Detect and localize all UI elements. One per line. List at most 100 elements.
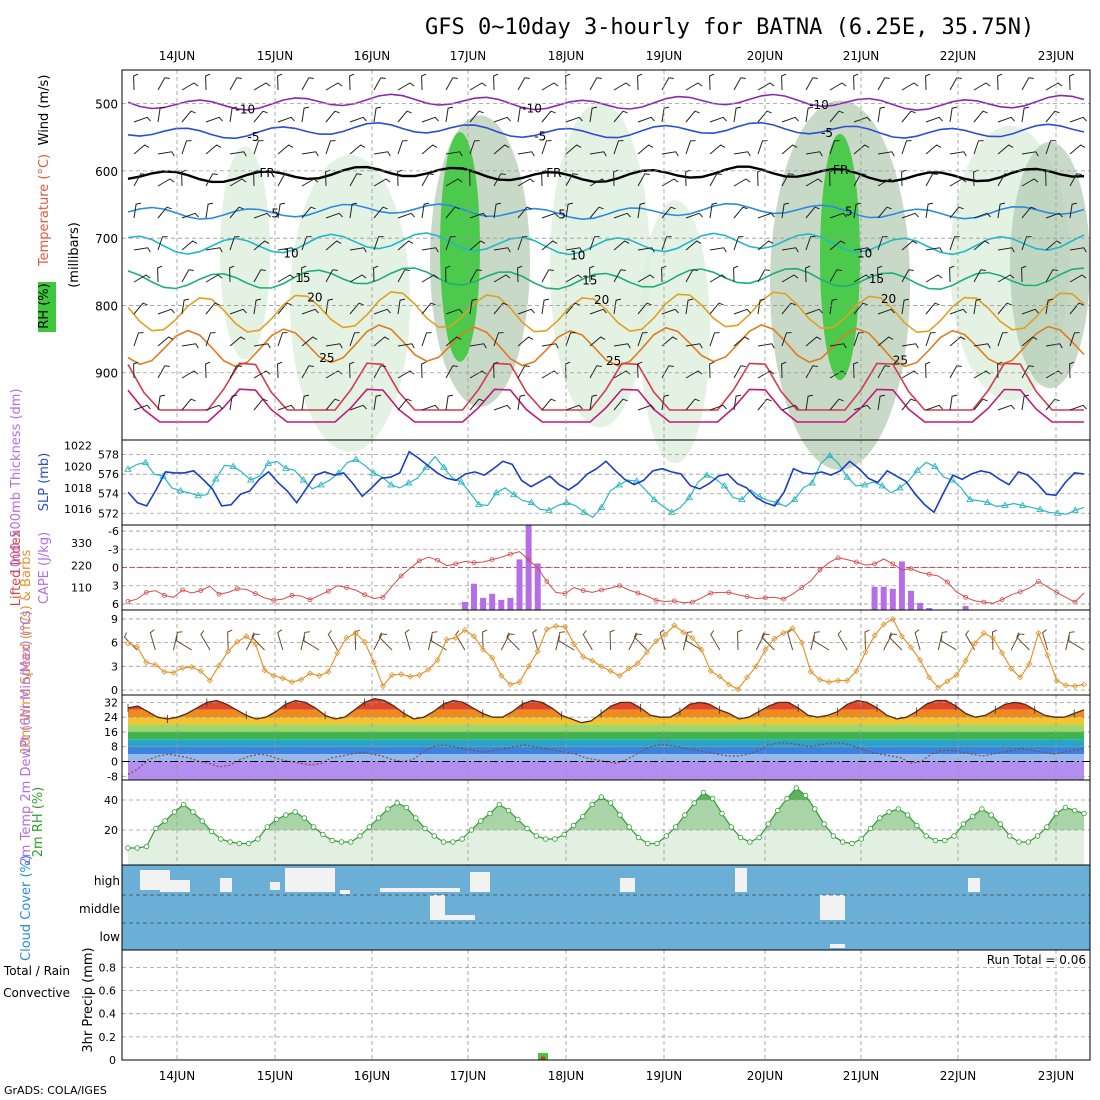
upper-wind-barb-10-5 — [253, 398, 268, 411]
rh2m-point-68 — [756, 834, 762, 841]
upper-wind-barb-2-36 — [997, 144, 1014, 155]
rh2m-point-26 — [366, 824, 373, 830]
wind10-barb-81 — [864, 629, 870, 651]
wind10-barb-23 — [327, 630, 338, 651]
rh2m-point-15 — [264, 824, 270, 830]
upper-wind-barb-9-15 — [493, 361, 499, 379]
wind10-point-80 — [853, 667, 860, 675]
rh2m-point-19 — [301, 815, 308, 821]
lifted-index-point-104 — [1072, 599, 1078, 605]
upper-wind-barb-2-8 — [325, 140, 336, 155]
lifted-index-point-14 — [253, 591, 258, 597]
upper-wind-barb-7-15 — [493, 302, 508, 315]
temp-ytick-1: 0 — [111, 756, 118, 769]
wind10-point-72 — [780, 630, 787, 637]
wind10-barb-93 — [965, 630, 976, 651]
bottom-day-label-0: 14JUN — [159, 1069, 196, 1083]
upper-wind-barb-4-17 — [541, 212, 559, 219]
upper-wind-barb-0-5 — [253, 82, 271, 91]
thick-label-left: 1000-500mb Thickness (dm) — [9, 388, 24, 575]
upper-wind-barb-7-27 — [781, 302, 796, 315]
rh2m-point-99 — [1044, 824, 1050, 830]
upper-wind-barb-7-12 — [421, 302, 436, 315]
upper-wind-barb-6-33 — [925, 274, 943, 283]
upper-wind-barb-1-33 — [925, 116, 943, 123]
rh2m-point-23 — [338, 839, 345, 845]
upper-wind-barb-9-10 — [373, 365, 386, 379]
cloud-label: Cloud Cover (%) — [19, 855, 34, 961]
upper-wind-barb-9-23 — [685, 370, 703, 379]
upper-wind-barb-1-17 — [541, 110, 556, 123]
wind10-point-95 — [989, 634, 997, 641]
upper-wind-barb-10-9 — [349, 404, 367, 411]
upper-wind-barb-9-7 — [301, 365, 314, 379]
wind10-point-37 — [461, 626, 468, 634]
upper-wind-barb-10-16 — [517, 394, 526, 411]
lifted-index-point-94 — [981, 599, 987, 605]
cloud-bg — [122, 865, 1090, 950]
wind10-barb-65 — [710, 630, 721, 651]
li-label-left: Lifted Index — [9, 529, 24, 606]
upper-wind-barb-10-3 — [205, 404, 223, 411]
wind10-point-18 — [288, 679, 295, 686]
upper-wind-barb-6-0 — [133, 274, 151, 283]
rh2m-point-80 — [867, 825, 874, 832]
upper-wind-barb-4-21 — [637, 202, 646, 219]
rh2m-point-51 — [598, 794, 605, 800]
top-day-label-1: 15JUN — [257, 49, 294, 63]
upper-wind-barb-4-9 — [349, 202, 358, 219]
rh2m-point-58 — [663, 833, 670, 839]
upper-wind-barb-9-14 — [469, 370, 487, 379]
rh2m-point-75 — [821, 821, 827, 827]
wind10-point-46 — [543, 626, 550, 633]
lifted-index-point-46 — [544, 579, 550, 584]
upper-wind-barb-5-29 — [829, 240, 846, 251]
upper-wind-barb-9-19 — [589, 365, 602, 379]
thickness-point-84 — [860, 481, 869, 488]
upper-wind-barb-0-35 — [973, 82, 991, 91]
upper-ytick-4: 900 — [95, 367, 118, 381]
wind10-point-66 — [725, 681, 732, 688]
upper-wind-barb-8-36 — [997, 332, 1008, 347]
wind10-point-82 — [871, 632, 878, 639]
thickness-point-100 — [1001, 501, 1009, 508]
wind10-point-103 — [1062, 682, 1069, 689]
wind10-point-57 — [643, 649, 651, 656]
upper-wind-barb-10-25 — [733, 394, 742, 411]
upper-wind-barb-7-33 — [925, 302, 940, 315]
lifted-index-point-62 — [690, 599, 695, 605]
upper-wind-barb-0-9 — [349, 73, 355, 91]
cape-bar-87 — [917, 602, 924, 610]
cloud-level-middle: middle — [79, 902, 120, 916]
wind10-point-11 — [225, 648, 232, 655]
upper-wind-barb-6-22 — [661, 265, 667, 283]
upper-wind-barb-1-13 — [445, 106, 454, 123]
upper-wind-barb-0-39 — [1069, 73, 1075, 91]
upper-wind-barb-10-12 — [421, 404, 439, 411]
precip-ytick-3: 0.6 — [99, 985, 117, 998]
wind10-barb-29 — [378, 632, 393, 651]
wind10-barb-105 — [1068, 635, 1085, 651]
rh2m-point-78 — [849, 840, 855, 847]
rh2m-point-85 — [914, 822, 920, 829]
upper-wind-barb-7-9 — [349, 302, 364, 315]
upper-wind-barb-5-9 — [349, 247, 367, 253]
wind10-barb-77 — [813, 635, 830, 651]
wind10-barb-99 — [1016, 632, 1030, 651]
upper-wind-barb-9-28 — [805, 365, 818, 379]
temp-ytick-5: 32 — [104, 696, 118, 709]
thickness-point-40 — [475, 500, 483, 507]
upper-wind-barb-4-1 — [157, 206, 172, 219]
rh-ytick-1: 40 — [104, 794, 118, 807]
upper-wind-barb-9-34 — [949, 365, 962, 379]
upper-wind-barb-5-38 — [1045, 240, 1062, 251]
wind10-barb-85 — [888, 632, 903, 651]
upper-wind-barb-9-26 — [757, 370, 775, 379]
upper-wind-barb-6-8 — [325, 269, 338, 283]
upper-wind-barb-0-32 — [901, 82, 919, 91]
upper-wind-barb-3-30 — [853, 173, 866, 187]
upper-wind-barb-2-32 — [901, 140, 912, 155]
thickness-point-74 — [773, 498, 781, 505]
rh2m-point-1 — [134, 845, 140, 851]
wind10-barb-95 — [991, 629, 998, 651]
